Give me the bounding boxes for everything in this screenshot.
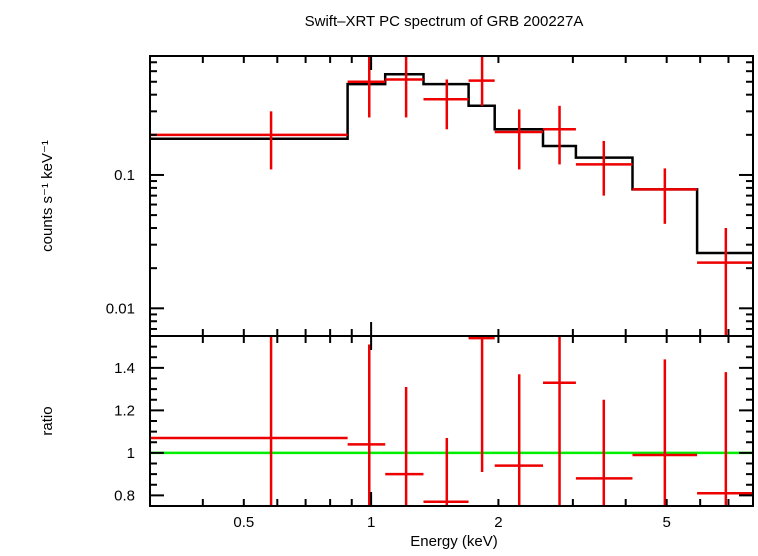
- spectrum-data-point: [543, 105, 576, 165]
- chart-title: Swift–XRT PC spectrum of GRB 200227A: [305, 13, 584, 30]
- ratio-y-tick-label: 0.8: [114, 487, 135, 504]
- spectrum-data-point: [385, 56, 424, 118]
- spectrum-y-tick-label: 0.01: [106, 300, 135, 317]
- ratio-tick-layer: 0.5 1 2 5 0.8 1 1.2 1.4: [114, 335, 754, 531]
- spectrum-data-point: [150, 111, 348, 170]
- ratio-data-point: [385, 387, 424, 506]
- model-curve-layer: [150, 72, 753, 255]
- spectrum-data-layer: [150, 56, 753, 336]
- spectrum-tick-layer: 0.1 0.01: [106, 56, 754, 336]
- ratio-data-point: [423, 438, 469, 506]
- ratio-data-layer: [150, 336, 753, 506]
- ratio-panel: 0.5 1 2 5 0.8 1 1.2 1.4 ratio Energy (keV): [39, 335, 754, 550]
- ratio-data-point: [697, 372, 753, 506]
- model-step-line: [150, 72, 753, 255]
- ratio-data-point: [150, 336, 348, 506]
- x-axis-label: Energy (keV): [410, 533, 498, 550]
- ratio-data-point: [494, 374, 544, 506]
- x-tick-label: 5: [663, 514, 671, 531]
- spectrum-data-point: [494, 109, 544, 170]
- x-tick-label: 0.5: [233, 514, 254, 531]
- ratio-plot-frame: [149, 335, 754, 507]
- x-tick-label: 2: [494, 514, 502, 531]
- ratio-data-point: [575, 399, 633, 506]
- spectrum-data-point: [423, 79, 469, 130]
- ratio-y-axis-label: ratio: [39, 406, 56, 435]
- x-tick-label: 1: [367, 514, 375, 531]
- spectrum-data-point: [632, 168, 698, 224]
- ratio-data-point: [543, 336, 576, 506]
- ratio-y-tick-label: 1.2: [114, 402, 135, 419]
- spectrum-y-tick-label: 0.1: [114, 167, 135, 184]
- ratio-data-point: [347, 344, 386, 506]
- spectrum-y-axis-label: counts s⁻¹ keV⁻¹: [39, 140, 56, 252]
- ratio-data-point: [632, 359, 698, 506]
- ratio-data-point: [468, 336, 495, 472]
- spectrum-data-point: [347, 56, 386, 118]
- ratio-y-tick-label: 1: [127, 445, 135, 462]
- spectrum-data-point: [468, 56, 495, 106]
- ratio-y-tick-label: 1.4: [114, 360, 135, 377]
- spectrum-data-point: [575, 140, 633, 196]
- spectrum-panel: 0.1 0.01 counts s⁻¹ keV⁻¹: [39, 55, 754, 337]
- spectrum-data-point: [697, 228, 753, 336]
